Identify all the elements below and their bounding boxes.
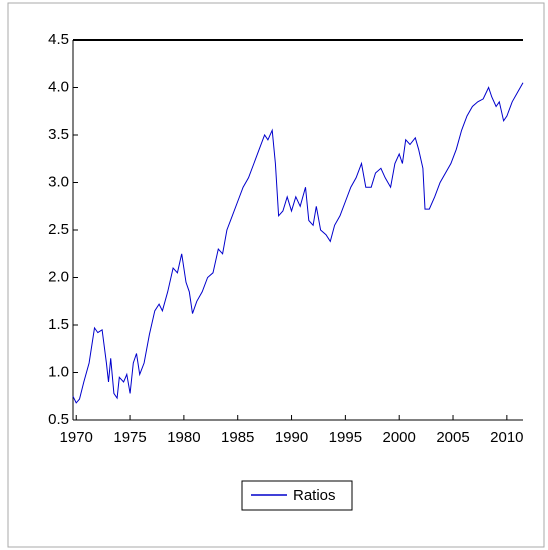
x-tick-label: 2010 xyxy=(490,429,523,446)
x-tick-label: 1995 xyxy=(329,429,362,446)
y-tick-label: 2.5 xyxy=(48,221,69,238)
x-tick-label: 1980 xyxy=(167,429,200,446)
y-tick-label: 2.0 xyxy=(48,268,69,285)
series-line xyxy=(72,82,524,404)
x-tick-label: 1985 xyxy=(221,429,254,446)
y-tick-label: 4.5 xyxy=(48,31,69,48)
y-tick-label: 4.0 xyxy=(48,78,69,95)
x-tick-label: 1990 xyxy=(275,429,308,446)
y-tick-label: 3.5 xyxy=(48,126,69,143)
x-tick-label: 2005 xyxy=(436,429,469,446)
y-tick-label: 3.0 xyxy=(48,173,69,190)
y-tick-label: 1.0 xyxy=(48,363,69,380)
x-tick-label: 1975 xyxy=(113,429,146,446)
legend-label: Ratios xyxy=(293,487,336,504)
y-tick-label: 0.5 xyxy=(48,411,69,428)
y-tick-label: 1.5 xyxy=(48,316,69,333)
x-tick-label: 2000 xyxy=(383,429,416,446)
x-tick-label: 1970 xyxy=(60,429,93,446)
frame xyxy=(7,2,545,548)
